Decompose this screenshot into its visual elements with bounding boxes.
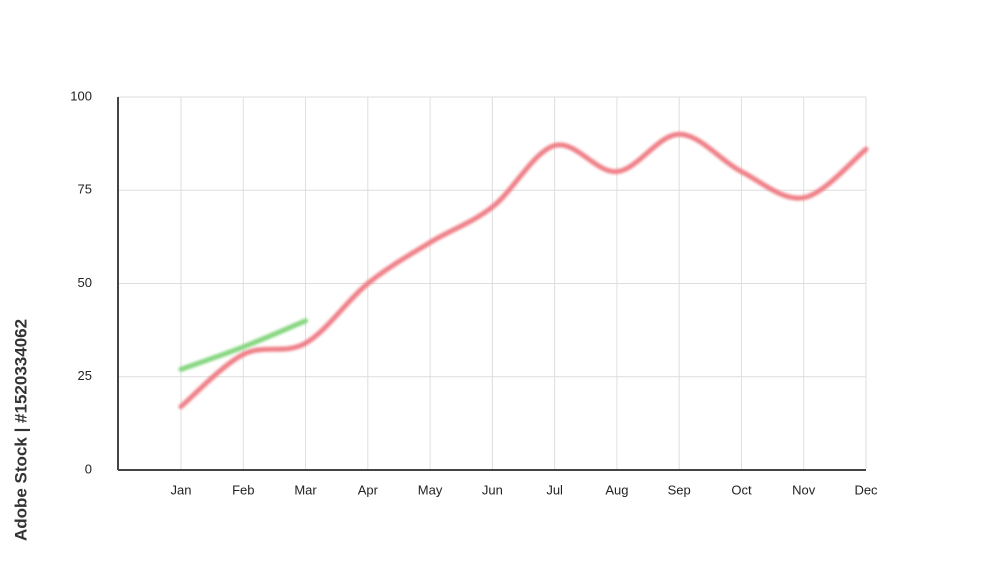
x-tick-label: Oct	[731, 482, 752, 497]
y-tick-label: 75	[78, 182, 92, 197]
x-tick-label: Jan	[171, 482, 192, 497]
y-tick-label: 0	[85, 461, 92, 476]
x-tick-label: Apr	[358, 482, 379, 497]
y-tick-label: 100	[70, 88, 92, 103]
y-tick-label: 25	[78, 368, 92, 383]
x-tick-label: Mar	[294, 482, 317, 497]
x-tick-label: Nov	[792, 482, 816, 497]
x-tick-label: Dec	[854, 482, 878, 497]
y-tick-label: 50	[78, 275, 92, 290]
x-tick-label: May	[418, 482, 443, 497]
x-tick-label: Jul	[546, 482, 563, 497]
watermark: Adobe Stock | #1520334062	[11, 319, 30, 541]
x-tick-label: Sep	[668, 482, 691, 497]
x-tick-label: Aug	[605, 482, 628, 497]
line-series	[178, 131, 869, 410]
x-tick-label: Feb	[232, 482, 254, 497]
x-tick-label: Jun	[482, 482, 503, 497]
line-series	[178, 318, 309, 372]
